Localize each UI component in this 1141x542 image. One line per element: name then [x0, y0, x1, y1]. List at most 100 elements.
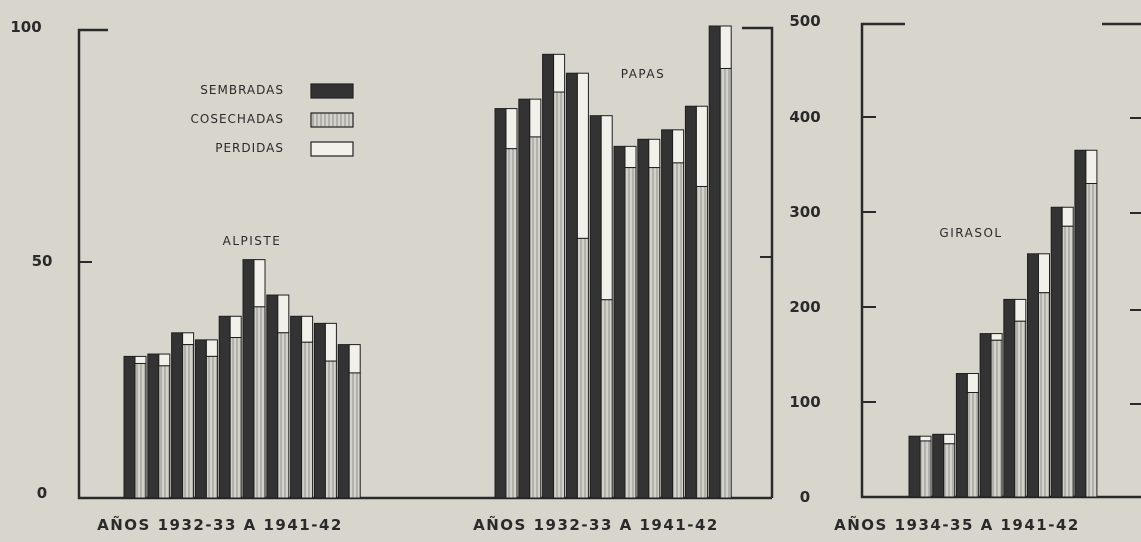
papas-bar-harvested-2 — [553, 91, 566, 499]
girasol-bar-harvested-4 — [1014, 320, 1027, 498]
alpiste-bar-sown-6 — [266, 294, 279, 499]
papas-bar-sown-6 — [637, 138, 650, 499]
alpiste-bar-harvested-0 — [134, 362, 147, 499]
alpiste-bar-harvested-2 — [182, 344, 195, 499]
title-papas: PAPAS — [621, 67, 665, 81]
ytick-label-girasol: 400 — [789, 108, 820, 126]
ytick-label-girasol: 0 — [800, 488, 810, 506]
legend-swatch-harvested — [310, 112, 354, 128]
girasol-bar-sown-3 — [979, 333, 992, 498]
girasol-bar-harvested-6 — [1061, 225, 1074, 498]
girasol-bar-lost-4 — [1014, 298, 1027, 322]
papas-bar-harvested-0 — [505, 148, 518, 499]
girasol-bar-lost-2 — [966, 373, 979, 393]
papas-bar-lost-9 — [719, 25, 732, 69]
legend-swatch-lost — [310, 141, 354, 157]
xlabel-girasol: AÑOS 1934-35 A 1941-42 — [834, 515, 1080, 534]
xlabel-alpiste: AÑOS 1932-33 A 1941-42 — [97, 515, 343, 534]
papas-bar-lost-4 — [600, 115, 613, 301]
papas-bar-harvested-4 — [600, 299, 613, 499]
papas-bar-lost-0 — [505, 108, 518, 150]
ytick-label-left: 0 — [37, 484, 47, 502]
alpiste-bar-harvested-1 — [158, 365, 171, 499]
alpiste-bar-lost-2 — [182, 332, 195, 346]
papas-bar-sown-4 — [589, 115, 602, 499]
alpiste-bar-lost-4 — [229, 315, 242, 339]
papas-bar-harvested-8 — [695, 185, 708, 499]
alpiste-bar-harvested-9 — [348, 372, 361, 499]
girasol-bar-lost-0 — [919, 435, 932, 442]
ytick-label-girasol: 500 — [789, 12, 820, 30]
legend-label-harvested: COSECHADAS — [191, 112, 285, 126]
alpiste-bar-harvested-4 — [229, 337, 242, 499]
alpiste-bar-lost-6 — [277, 294, 290, 334]
legend-swatch-sown — [310, 83, 354, 99]
papas-bar-sown-2 — [542, 53, 555, 499]
papas-bar-sown-0 — [494, 108, 507, 499]
alpiste-bar-harvested-5 — [253, 306, 266, 499]
girasol-bar-sown-2 — [955, 373, 968, 498]
papas-bar-harvested-9 — [719, 67, 732, 499]
alpiste-bar-sown-1 — [147, 353, 160, 499]
legend-label-lost: PERDIDAS — [215, 141, 284, 155]
alpiste-bar-lost-7 — [301, 315, 314, 343]
girasol-bar-sown-7 — [1074, 149, 1087, 498]
girasol-bar-harvested-3 — [990, 339, 1003, 498]
alpiste-bar-harvested-7 — [301, 341, 314, 499]
axis-left — [77, 28, 772, 500]
papas-bar-lost-7 — [672, 129, 685, 164]
girasol-bar-lost-7 — [1085, 149, 1098, 184]
girasol-bar-lost-1 — [943, 433, 956, 445]
girasol-bar-sown-4 — [1003, 298, 1016, 498]
title-girasol: GIRASOL — [939, 226, 1002, 240]
alpiste-bar-lost-1 — [158, 353, 171, 367]
papas-bar-sown-5 — [613, 145, 626, 499]
bars-layer — [123, 25, 1098, 499]
papas-bar-harvested-6 — [648, 167, 661, 499]
alpiste-bar-sown-3 — [194, 339, 207, 499]
alpiste-bar-lost-0 — [134, 355, 147, 364]
alpiste-bar-sown-7 — [290, 315, 303, 499]
ytick-label-girasol: 100 — [789, 393, 820, 411]
alpiste-bar-lost-8 — [324, 322, 337, 362]
alpiste-bar-sown-2 — [171, 332, 184, 499]
papas-bar-sown-8 — [684, 105, 697, 499]
legend: SEMBRADAS COSECHADAS PERDIDAS — [191, 83, 354, 157]
alpiste-bar-harvested-6 — [277, 332, 290, 499]
girasol-bar-lost-6 — [1061, 206, 1074, 227]
ytick-label-girasol: 200 — [789, 298, 820, 316]
papas-bar-lost-3 — [576, 72, 589, 239]
girasol-bar-harvested-5 — [1038, 292, 1050, 498]
papas-bar-sown-3 — [565, 72, 578, 499]
alpiste-bar-lost-9 — [348, 344, 361, 374]
alpiste-bar-harvested-8 — [324, 360, 337, 499]
alpiste-bar-sown-8 — [313, 322, 326, 499]
alpiste-bar-lost-3 — [205, 339, 218, 357]
ytick-label-left: 100 — [10, 18, 41, 36]
alpiste-bar-sown-5 — [242, 259, 255, 499]
xlabel-papas: AÑOS 1932-33 A 1941-42 — [473, 515, 719, 534]
papas-bar-lost-5 — [624, 145, 637, 169]
papas-bar-harvested-5 — [624, 167, 637, 499]
girasol-bar-harvested-1 — [943, 443, 956, 498]
girasol-bar-harvested-2 — [966, 392, 979, 498]
papas-bar-sown-7 — [661, 129, 674, 499]
girasol-bar-lost-5 — [1038, 253, 1050, 294]
title-alpiste: ALPISTE — [223, 234, 282, 248]
alpiste-bar-lost-5 — [253, 259, 266, 308]
girasol-bar-sown-5 — [1027, 253, 1039, 498]
alpiste-bar-harvested-3 — [205, 355, 218, 499]
ytick-label-girasol: 300 — [789, 203, 820, 221]
axis-right-bracket — [742, 26, 774, 498]
papas-bar-harvested-7 — [672, 162, 685, 499]
girasol-bar-lost-3 — [990, 333, 1003, 341]
papas-bar-lost-8 — [695, 105, 708, 187]
papas-bar-lost-2 — [553, 53, 566, 93]
girasol-bar-sown-1 — [932, 433, 945, 498]
papas-bar-lost-6 — [648, 138, 661, 169]
papas-bar-sown-1 — [518, 98, 531, 499]
alpiste-bar-sown-9 — [337, 344, 350, 499]
girasol-bar-sown-0 — [908, 435, 921, 498]
ytick-label-left: 50 — [32, 252, 53, 270]
